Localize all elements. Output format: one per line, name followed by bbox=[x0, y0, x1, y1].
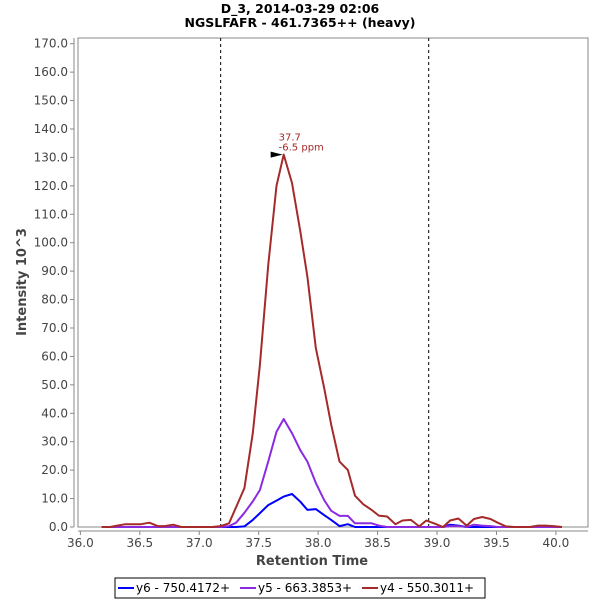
peak-ppm-label: -6.5 ppm bbox=[279, 143, 324, 154]
x-tick-label: 38.0 bbox=[305, 536, 332, 550]
y-tick-label: 90.0 bbox=[41, 264, 68, 278]
y-tick-label: 50.0 bbox=[41, 378, 68, 392]
y-tick-label: 100.0 bbox=[34, 236, 68, 250]
plot-area bbox=[77, 37, 589, 528]
x-tick-label: 37.5 bbox=[245, 536, 272, 550]
x-axis-label: Retention Time bbox=[256, 554, 368, 569]
peak-arrow-icon bbox=[270, 151, 283, 158]
y-tick-label: 110.0 bbox=[34, 207, 68, 221]
legend-item: y5 - 663.3853+ bbox=[240, 581, 352, 595]
legend-label: y4 - 550.3011+ bbox=[380, 581, 474, 595]
peak-rt-label: 37.7 bbox=[279, 133, 301, 144]
y-tick-label: 150.0 bbox=[34, 94, 68, 108]
y-tick-label: 130.0 bbox=[34, 150, 68, 164]
legend-item: y4 - 550.3011+ bbox=[362, 581, 474, 595]
y-tick-label: 20.0 bbox=[41, 463, 68, 477]
y-tick-label: 80.0 bbox=[41, 293, 68, 307]
y-tick-label: 70.0 bbox=[41, 321, 68, 335]
x-tick-label: 40.0 bbox=[543, 536, 570, 550]
y-tick-label: 0.0 bbox=[49, 520, 68, 534]
legend-label: y6 - 750.4172+ bbox=[136, 581, 230, 595]
y-axis: 0.0 10.0 20.0 30.0 40.0 50.0 60.0 70.0 80.0 90.0 1… bbox=[34, 37, 75, 534]
y-tick-label: 10.0 bbox=[41, 492, 68, 506]
y-tick-label: 160.0 bbox=[34, 65, 68, 79]
chart-subtitle: NGSLFAFR - 461.7365++ (heavy) bbox=[185, 15, 416, 30]
x-tick-label: 36.5 bbox=[126, 536, 153, 550]
y-tick-label: 140.0 bbox=[34, 122, 68, 136]
peak-annotation: 37.7 -6.5 ppm bbox=[270, 133, 324, 158]
y-tick-label: 40.0 bbox=[41, 406, 68, 420]
x-tick-label: 36.0 bbox=[67, 536, 94, 550]
legend-label: y5 - 663.3853+ bbox=[258, 581, 352, 595]
legend-item: y6 - 750.4172+ bbox=[118, 581, 230, 595]
x-axis: 36.0 36.5 37.0 37.5 38.0 38.5 39.0 39.5 40.0 bbox=[67, 530, 588, 550]
x-tick-label: 39.0 bbox=[424, 536, 451, 550]
chart-title: D_3, 2014-03-29 02:06 bbox=[221, 1, 380, 17]
y-tick-label: 120.0 bbox=[34, 179, 68, 193]
y-tick-label: 30.0 bbox=[41, 435, 68, 449]
y-tick-label: 170.0 bbox=[34, 37, 68, 51]
y-axis-label: Intensity 10^3 bbox=[15, 228, 30, 336]
series-line-y4 bbox=[101, 153, 562, 528]
x-tick-label: 37.0 bbox=[186, 536, 213, 550]
x-tick-label: 39.5 bbox=[483, 536, 510, 550]
x-tick-label: 38.5 bbox=[364, 536, 391, 550]
y-tick-label: 60.0 bbox=[41, 349, 68, 363]
legend: y6 - 750.4172+ y5 - 663.3853+ y4 - 550.301… bbox=[114, 577, 486, 599]
series-lines bbox=[101, 153, 562, 528]
